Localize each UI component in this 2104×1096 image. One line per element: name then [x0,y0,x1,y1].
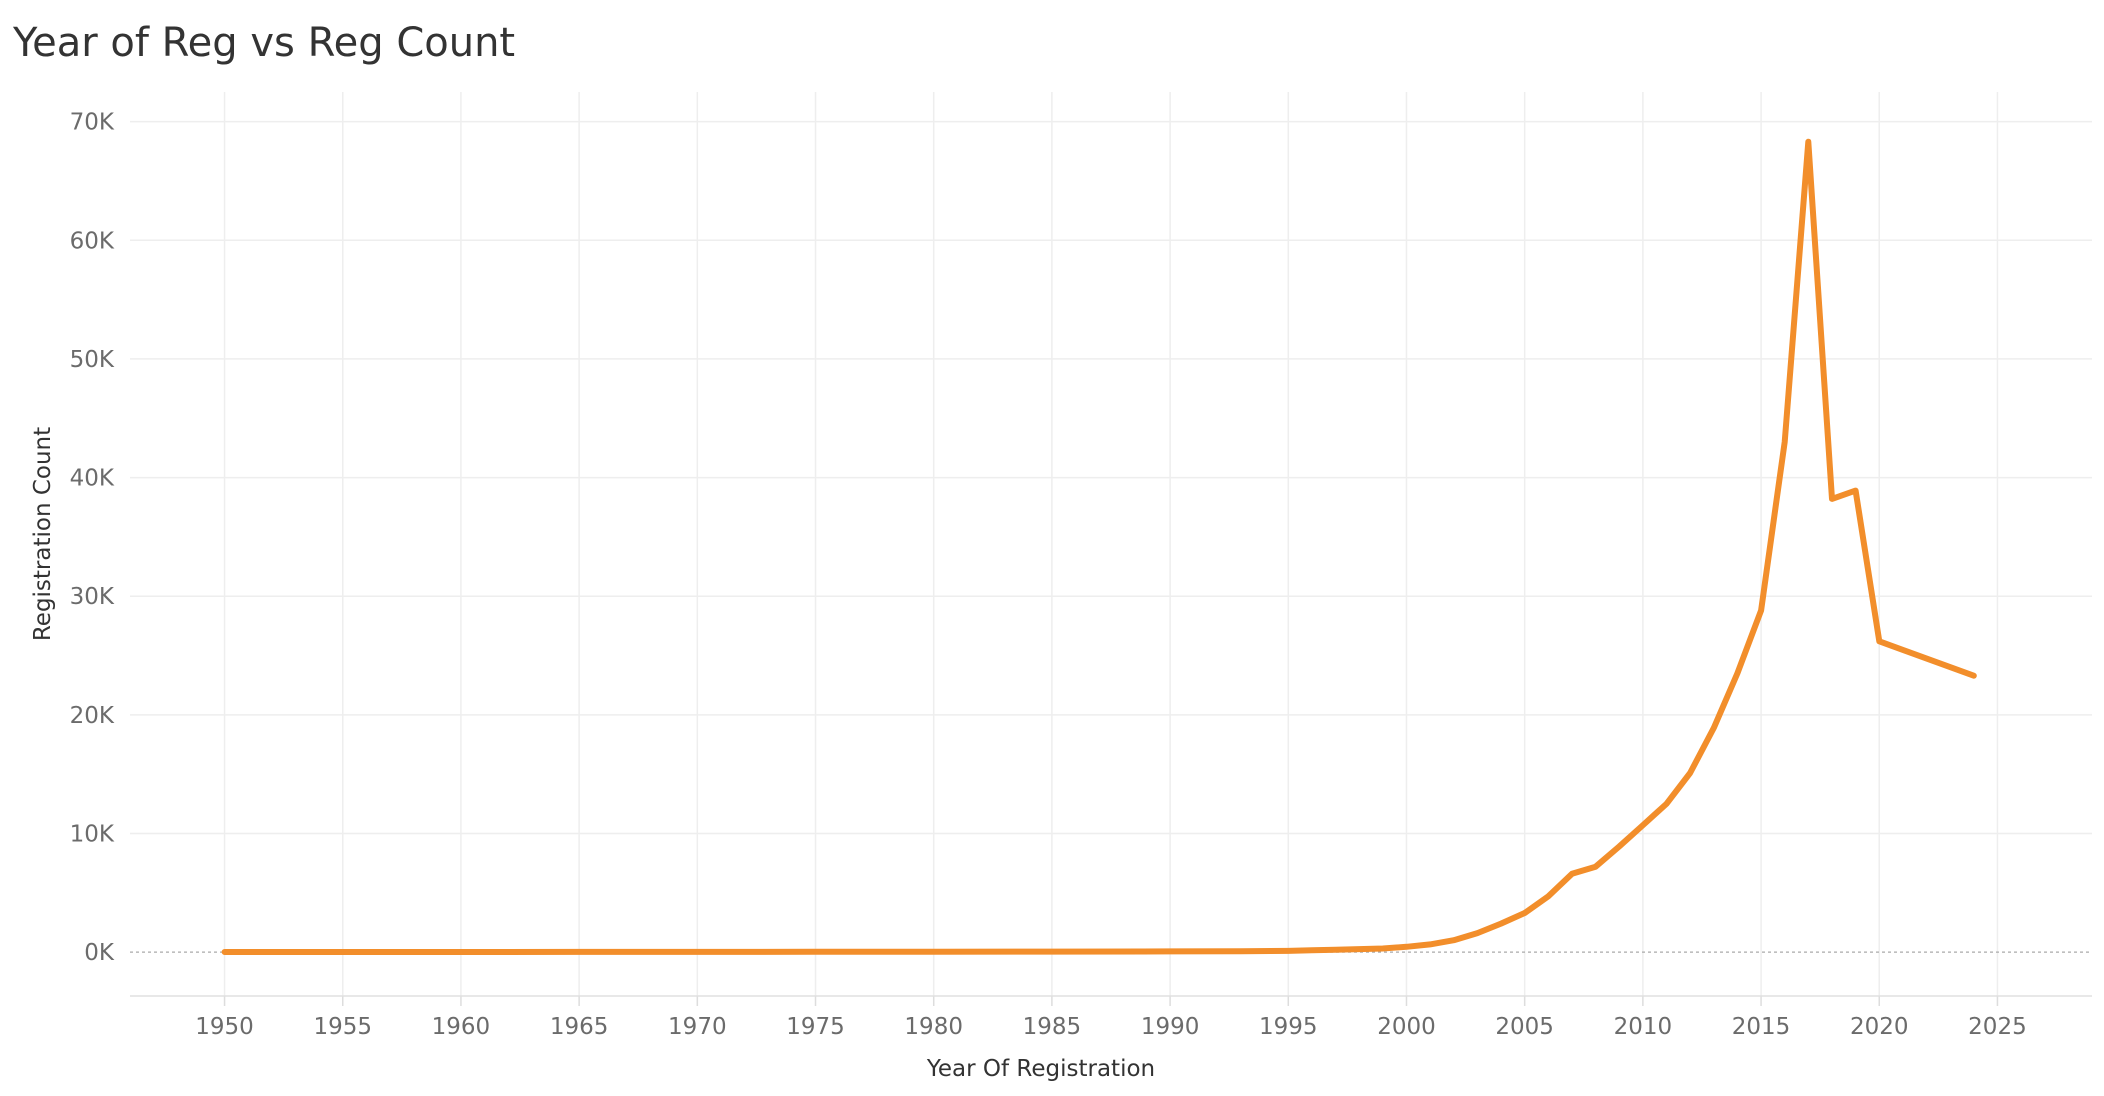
x-tick-label: 1970 [668,1014,727,1040]
y-axis-label: Registration Count [30,427,56,641]
series-layer [221,138,1977,955]
x-tick-label: 2000 [1377,1014,1436,1040]
x-tick-label: 1995 [1259,1014,1318,1040]
y-tick-label: 40K [70,466,115,492]
y-tick-label: 60K [70,228,115,254]
x-tick-label: 2005 [1495,1014,1554,1040]
y-tick-label: 20K [70,703,115,729]
x-axis-label: Year Of Registration [926,1056,1155,1082]
y-tick-label: 10K [70,821,115,847]
x-tick-label: 1950 [195,1014,254,1040]
y-tick-label: 30K [70,584,115,610]
y-tick-label: 50K [70,347,115,373]
x-tick-label: 1985 [1023,1014,1082,1040]
y-tick-label: 0K [84,940,115,966]
grid-lines [130,92,2092,996]
x-tick-label: 1990 [1141,1014,1200,1040]
axes: 1950 1955 1960 1965 1970 1975 1980 1985 1990 1995… [70,110,2092,1040]
x-tick-label: 1955 [313,1014,372,1040]
chart-title: Year of Reg vs Reg Count [13,20,516,66]
x-tick-label: 2020 [1850,1014,1909,1040]
axis-labels: Year Of Registration Registration Count [30,427,1155,1082]
x-tick-label: 2025 [1968,1014,2027,1040]
x-tick-label: 1965 [550,1014,609,1040]
x-tick-label: 1960 [432,1014,491,1040]
x-tick-label: 2010 [1614,1014,1673,1040]
x-tick-label: 2015 [1732,1014,1791,1040]
series-line [221,138,1977,955]
x-tick-label: 1980 [904,1014,963,1040]
y-tick-label: 70K [70,110,115,136]
x-tick-label: 1975 [786,1014,845,1040]
